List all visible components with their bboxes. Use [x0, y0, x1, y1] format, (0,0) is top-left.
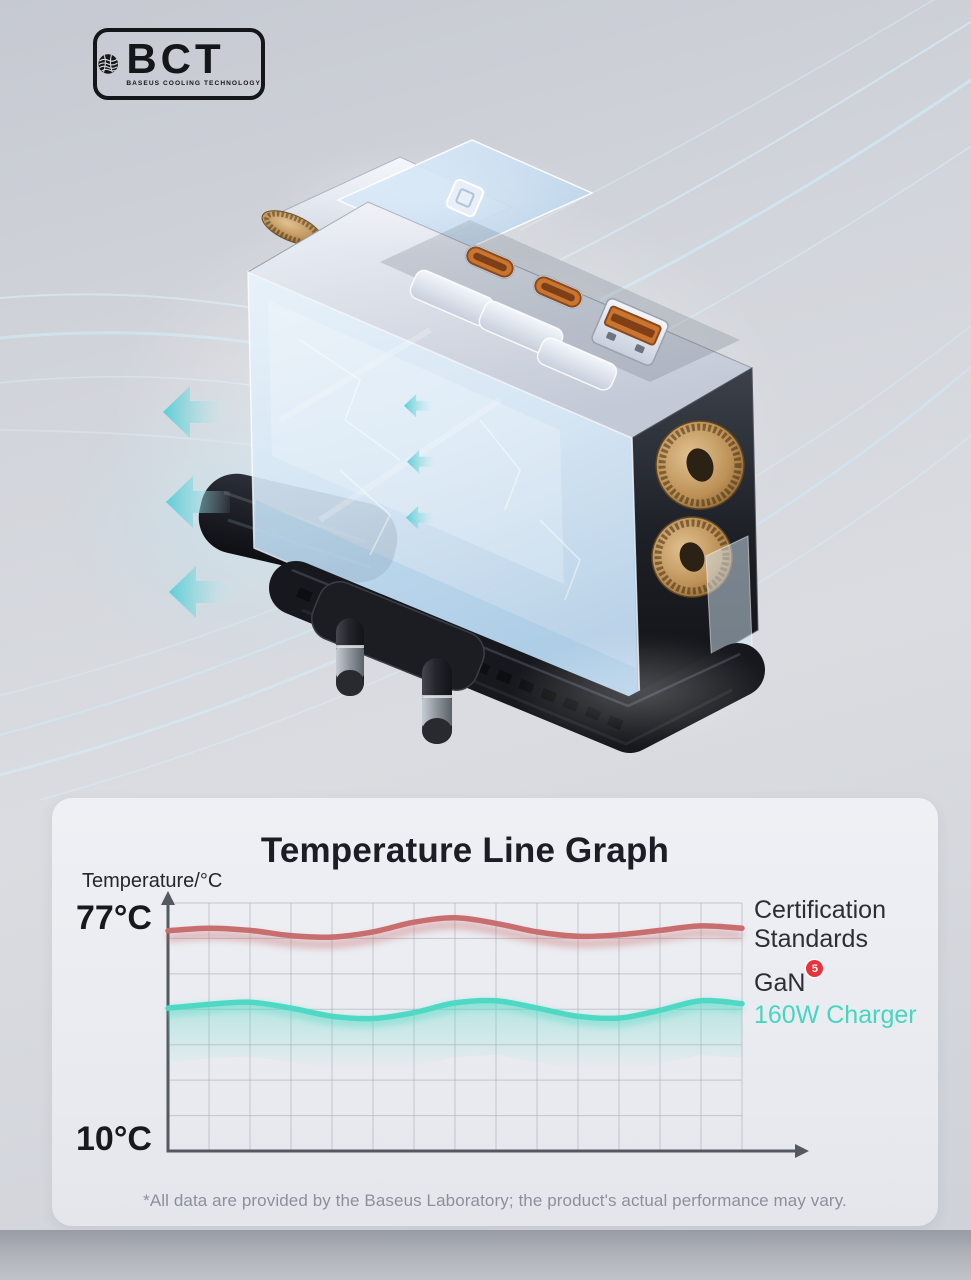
- series-glow: [167, 999, 743, 1028]
- y-axis-label: Temperature/°C: [82, 870, 223, 892]
- usb-c-port-2: [532, 274, 584, 310]
- steam-wisp: [510, 635, 770, 745]
- y-max-tick-label: 77°C: [76, 899, 152, 937]
- frost-inner-sheet: [268, 300, 564, 584]
- bottom-band: [0, 1230, 971, 1280]
- temperature-chart-card: Temperature Line Graph Temperature/°C 77…: [52, 798, 938, 1226]
- eu-plug-pin-2: [422, 658, 452, 744]
- usb-a-port: [591, 298, 669, 366]
- side-frost-panel: [705, 535, 753, 669]
- legend-gan: GaN 5: [754, 960, 824, 998]
- chart-footnote: *All data are provided by the Baseus Lab…: [143, 1191, 847, 1210]
- temperature-line-chart: [161, 891, 809, 1158]
- legend-certification-standards: Certification Standards: [754, 896, 886, 953]
- logo-full-name: BASEUS COOLING TECHNOLOGY: [126, 80, 261, 88]
- x-axis-arrowhead: [795, 1144, 809, 1158]
- chart-title: Temperature Line Graph: [260, 831, 670, 870]
- port-plates: [409, 269, 618, 391]
- product-hero-illustration: [0, 0, 971, 800]
- y-axis-arrowhead: [161, 891, 175, 905]
- series-line-0: [165, 915, 745, 941]
- superscript-5-badge: 5: [806, 960, 824, 977]
- legend-160w-charger: 160W Charger: [754, 1001, 917, 1029]
- copper-coil-1: [655, 420, 745, 510]
- chart-axes: [166, 901, 803, 1153]
- steam-wisp: [270, 145, 590, 255]
- bct-logo: BCT BASEUS COOLING TECHNOLOGY: [93, 28, 265, 100]
- series-glow: [167, 920, 743, 949]
- charger-illustration: [198, 139, 770, 753]
- logo-abbr: BCT: [126, 35, 225, 83]
- series-line-1: [165, 997, 745, 1022]
- logo-text: BCT BASEUS COOLING TECHNOLOGY: [126, 35, 261, 88]
- y-min-tick-label: 10°C: [76, 1120, 152, 1158]
- globe-icon: [98, 54, 118, 74]
- eu-plug-pin-1: [336, 618, 364, 696]
- chart-legend: Certification Standards GaN 5 160W Charg…: [754, 896, 944, 1030]
- legend-gan-label: GaN: [754, 969, 806, 997]
